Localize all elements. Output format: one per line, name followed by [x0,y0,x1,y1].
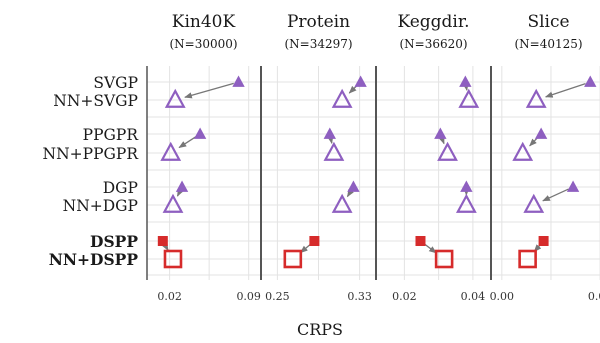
point-open-triangle-slice [525,88,547,108]
point-open-triangle-keggdir [437,141,458,161]
arrow-protein-3 [299,243,311,254]
point-filled-triangle-kin40k [193,127,207,139]
row-label-dgp: DGP [103,179,138,197]
panel-title-slice: Slice [527,12,569,32]
panel-subtitle-slice: (N=40125) [514,37,582,51]
point-open-square-protein [283,249,303,269]
row-label-ppgpr: PPGPR [83,126,140,144]
point-filled-triangle-keggdir [434,127,447,139]
point-open-square-kin40k [163,249,183,269]
panel-subtitle-keggdir: (N=36620) [399,37,467,51]
point-filled-triangle-kin40k [232,75,245,87]
point-filled-square-slice [538,236,549,246]
row-label-nn-dspp: NN+DSPP [49,250,139,269]
arrow-protein-2 [346,188,354,198]
tick-label-slice-1: 0.04 [588,290,600,303]
arrow-keggdir-1 [438,135,445,145]
point-open-triangle-keggdir [458,88,480,108]
panel-title-keggdir: Keggdir. [397,12,469,32]
point-open-triangle-kin40k [160,141,182,161]
point-filled-square-protein [309,236,320,246]
point-open-triangle-kin40k [162,193,184,213]
point-filled-triangle-keggdir [459,75,472,87]
point-filled-square-kin40k [157,236,168,246]
arrow-slice-1 [529,137,539,147]
tick-label-protein-1: 0.33 [347,290,372,303]
point-filled-triangle-keggdir [460,180,473,192]
arrow-keggdir-3 [424,243,437,254]
point-open-triangle-protein [331,88,353,108]
row-label-nn-ppgpr: NN+PPGPR [43,145,140,163]
row-label-svgp: SVGP [93,74,138,92]
point-open-triangle-slice [512,141,534,161]
point-filled-square-keggdir [415,236,426,246]
point-filled-triangle-protein [354,75,367,87]
point-filled-triangle-slice [584,75,597,87]
point-filled-triangle-protein [323,127,336,139]
point-open-triangle-protein [323,141,345,161]
row-label-dspp: DSPP [90,232,138,251]
x-axis-label: CRPS [297,320,343,339]
arrow-kin40k-2 [176,188,184,197]
tick-label-kin40k-1: 0.09 [236,290,261,303]
arrow-slice-0 [544,82,586,98]
tick-label-keggdir-1: 0.04 [461,290,486,303]
row-label-nn-dgp: NN+DGP [63,197,138,215]
point-filled-triangle-slice [534,127,548,139]
arrow-keggdir-0 [462,82,469,91]
panel-title-kin40k: Kin40K [172,12,236,32]
point-filled-triangle-protein [347,180,360,192]
point-filled-triangle-slice [566,180,580,192]
arrow-kin40k-1 [178,136,197,149]
arrow-slice-2 [542,188,569,202]
arrow-kin40k-0 [184,82,234,99]
point-open-square-slice [518,249,537,269]
point-filled-triangle-kin40k [175,180,189,192]
row-label-nn-svgp: NN+SVGP [53,92,138,110]
panel-title-protein: Protein [287,12,350,32]
panel-subtitle-kin40k: (N=30000) [169,37,237,51]
point-open-triangle-keggdir [455,193,477,213]
tick-label-keggdir-0: 0.02 [392,290,417,303]
tick-label-slice-0: 0.00 [490,290,515,303]
point-open-triangle-kin40k [164,88,186,108]
arrow-protein-1 [327,135,334,144]
point-open-triangle-slice [523,193,545,213]
point-open-triangle-protein [331,193,353,213]
panel-subtitle-protein: (N=34297) [284,37,352,51]
arrow-kin40k-3 [161,242,169,251]
tick-label-protein-0: 0.25 [265,290,290,303]
point-open-square-keggdir [434,249,454,269]
tick-label-kin40k-0: 0.02 [157,290,182,303]
